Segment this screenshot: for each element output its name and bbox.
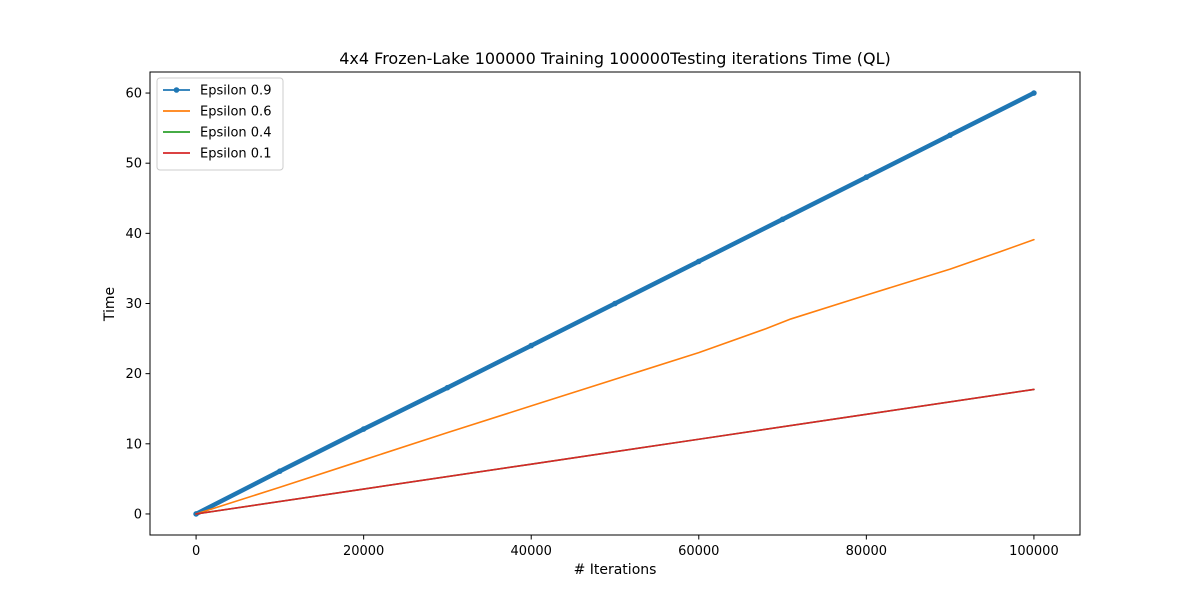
legend: Epsilon 0.9 Epsilon 0.6 Epsilon 0.4 Epsilon… bbox=[156, 77, 284, 171]
series-point bbox=[779, 216, 786, 223]
x-tick-label: 100000 bbox=[1009, 544, 1059, 559]
series-point bbox=[863, 174, 870, 181]
series-point bbox=[360, 426, 367, 432]
legend-label: Epsilon 0.1 bbox=[200, 147, 271, 162]
chart-title: 4x4 Frozen-Lake 100000 Training 100000Te… bbox=[339, 49, 891, 68]
y-tick-label: 40 bbox=[125, 227, 142, 242]
x-tick-label: 40000 bbox=[511, 544, 552, 559]
series-point bbox=[444, 384, 451, 391]
series-point bbox=[695, 258, 702, 265]
x-tick-label: 80000 bbox=[846, 544, 887, 559]
y-tick-label: 50 bbox=[125, 157, 142, 172]
x-tick-label: 60000 bbox=[678, 544, 719, 559]
y-tick-label: 60 bbox=[125, 87, 142, 102]
x-tick-label: 0 bbox=[192, 544, 200, 559]
y-tick-label: 10 bbox=[125, 437, 142, 452]
legend-box bbox=[156, 77, 284, 171]
series-point bbox=[1031, 90, 1037, 96]
series-point bbox=[612, 300, 618, 307]
x-axis-label: # Iterations bbox=[574, 562, 657, 578]
legend-marker bbox=[173, 87, 180, 93]
legend-label: Epsilon 0.9 bbox=[200, 84, 271, 99]
y-tick-label: 20 bbox=[125, 367, 142, 382]
legend-label: Epsilon 0.6 bbox=[200, 105, 271, 120]
series-line-4 bbox=[195, 388, 1035, 515]
y-tick-label: 0 bbox=[134, 507, 142, 522]
legend-label: Epsilon 0.4 bbox=[200, 126, 271, 141]
series-line-2 bbox=[195, 238, 1035, 515]
series-point bbox=[528, 342, 535, 349]
y-axis-label: Time bbox=[102, 287, 118, 322]
series-point bbox=[947, 132, 953, 138]
plot-area: 0 20000 40000 60000 80000 100000 0 10 20 30 40 50 60 bbox=[125, 71, 1081, 559]
x-tick-label: 20000 bbox=[343, 544, 384, 559]
y-tick-label: 30 bbox=[125, 297, 142, 312]
series-point bbox=[277, 468, 283, 474]
